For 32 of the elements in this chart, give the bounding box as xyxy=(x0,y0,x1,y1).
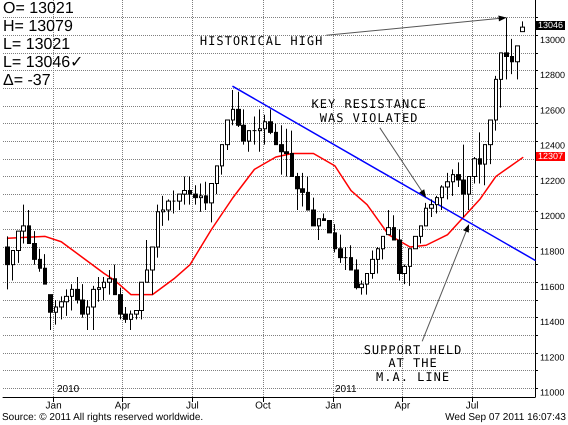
source-note: Source: © 2011 All rights reserved worldwide. xyxy=(2,412,204,424)
x-tick-label: Apr xyxy=(394,400,411,412)
y-tick-label: 12600 xyxy=(540,105,566,116)
y-tick-label: 11600 xyxy=(540,282,564,292)
y-tick-label: 11000 xyxy=(540,388,564,398)
x-tick-label: Jul xyxy=(186,400,199,412)
y-tick-label: 13000 xyxy=(540,34,566,45)
annotation: L= 13021 xyxy=(3,36,70,54)
annotation: L= 13046✓ xyxy=(3,54,84,72)
annotation: H= 13079 xyxy=(3,18,73,36)
annotation: 13046 xyxy=(536,20,566,30)
x-tick-label: Apr xyxy=(114,400,132,412)
x-tick-label: Jan xyxy=(46,400,62,412)
y-tick-label: 12000 xyxy=(540,211,566,222)
x-tick-label: Jul xyxy=(466,400,479,412)
annotation: O= 13021 xyxy=(3,0,74,18)
annotation: 2010 xyxy=(57,384,80,396)
y-tick-label: 12200 xyxy=(540,176,566,186)
annotation: 12307 xyxy=(536,150,566,161)
annotation: KEY RESISTANCE WAS VIOLATED xyxy=(312,97,427,125)
annotation: Δ= -37 xyxy=(3,72,51,90)
x-tick-label: Jan xyxy=(325,400,342,412)
annotation: HISTORICAL HIGH xyxy=(200,34,324,48)
y-tick-label: 11400 xyxy=(540,317,564,328)
y-tick-label: 11200 xyxy=(540,352,564,362)
y-tick-label: 12800 xyxy=(540,70,566,80)
text: Wed Sep 07 2011 16:07:43 xyxy=(445,412,566,424)
y-tick-label: 11800 xyxy=(540,246,564,257)
annotation: 2011 xyxy=(335,384,357,396)
x-tick-label: Oct xyxy=(255,400,271,412)
y-tick-label: 12400 xyxy=(540,140,566,151)
annotation: SUPPORT HELD AT THE M.A. LINE xyxy=(364,343,462,384)
